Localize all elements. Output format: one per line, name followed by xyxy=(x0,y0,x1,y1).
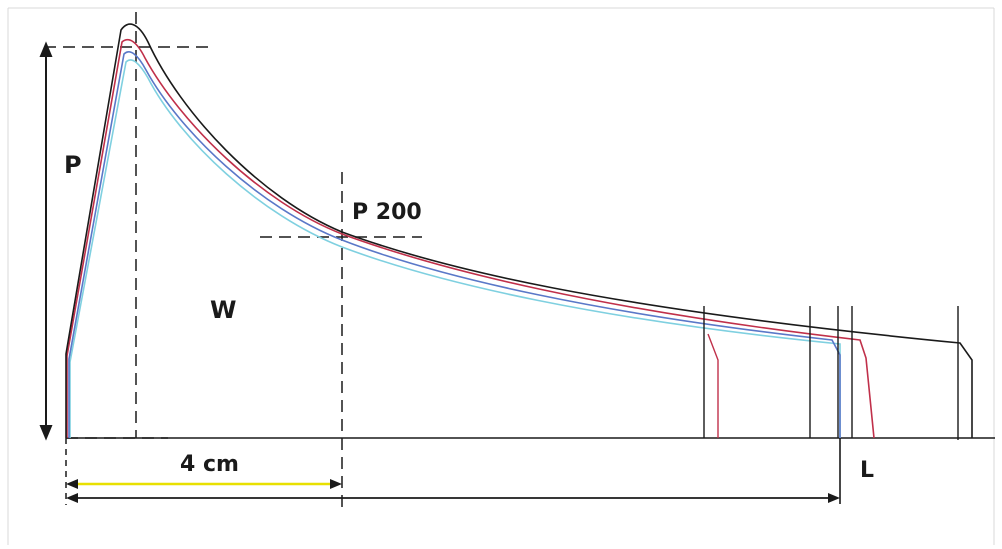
distance-arrow-4cm xyxy=(66,479,342,489)
p-height-arrow xyxy=(39,41,53,441)
curve-red xyxy=(66,38,875,439)
guide-lines xyxy=(44,12,422,508)
end-drop-1 xyxy=(707,333,719,438)
label-p200: P 200 xyxy=(352,200,422,225)
length-arrow xyxy=(66,438,841,504)
label-4cm: 4 cm xyxy=(180,452,239,477)
label-l: L xyxy=(860,458,874,483)
curve-cyan xyxy=(69,59,841,438)
curve-black xyxy=(65,23,973,438)
label-w: W xyxy=(210,296,236,324)
curve-blue xyxy=(68,51,841,438)
label-p: P xyxy=(64,151,82,179)
